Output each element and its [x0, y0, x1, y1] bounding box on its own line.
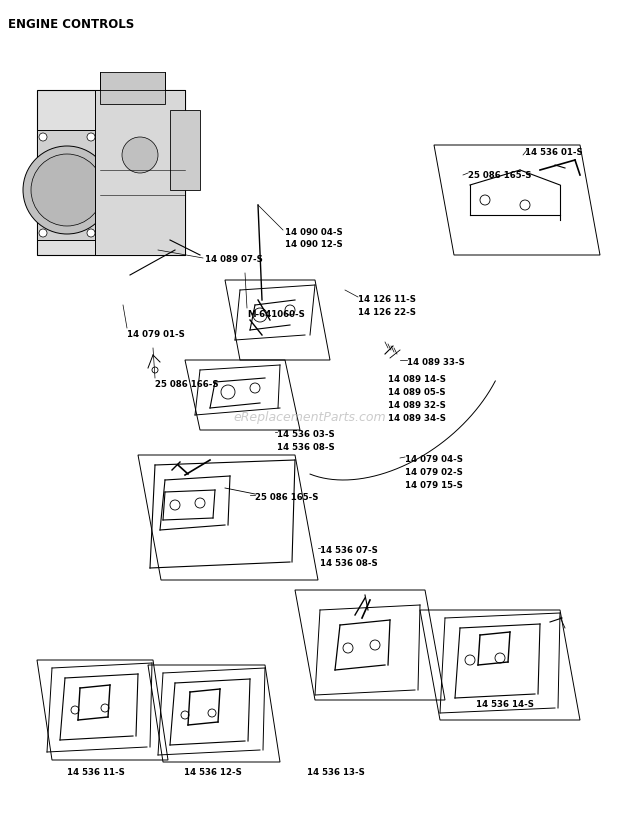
Circle shape [87, 229, 95, 237]
Text: 14 536 08-S: 14 536 08-S [277, 443, 335, 452]
Circle shape [23, 146, 111, 234]
Circle shape [31, 154, 103, 226]
Text: 14 079 02-S: 14 079 02-S [405, 468, 463, 477]
Text: 14 090 04-S: 14 090 04-S [285, 228, 343, 237]
Text: 14 536 03-S: 14 536 03-S [277, 430, 335, 439]
Text: M-641060-S: M-641060-S [247, 310, 305, 319]
Text: 14 536 12-S: 14 536 12-S [184, 768, 242, 777]
Text: 14 536 11-S: 14 536 11-S [67, 768, 125, 777]
Polygon shape [37, 90, 185, 255]
Text: 14 089 33-S: 14 089 33-S [407, 358, 465, 367]
Text: 14 536 13-S: 14 536 13-S [307, 768, 365, 777]
Text: 14 079 01-S: 14 079 01-S [127, 330, 185, 339]
Text: 25 086 165-S: 25 086 165-S [468, 171, 531, 180]
Circle shape [87, 133, 95, 141]
Text: 14 089 07-S: 14 089 07-S [205, 255, 263, 264]
Text: 14 089 05-S: 14 089 05-S [388, 388, 446, 397]
Text: 14 090 12-S: 14 090 12-S [285, 240, 343, 249]
Circle shape [39, 229, 47, 237]
Text: 14 079 15-S: 14 079 15-S [405, 481, 463, 490]
Text: 14 079 04-S: 14 079 04-S [405, 455, 463, 464]
Text: 14 536 07-S: 14 536 07-S [320, 546, 378, 555]
Text: 14 126 22-S: 14 126 22-S [358, 308, 416, 317]
Bar [170, 110, 200, 190]
Bar [100, 72, 165, 104]
Text: 25 086 166-S: 25 086 166-S [155, 380, 219, 389]
Text: 14 089 14-S: 14 089 14-S [388, 375, 446, 384]
Bar [95, 90, 185, 255]
Circle shape [39, 133, 47, 141]
Text: 14 536 14-S: 14 536 14-S [476, 700, 534, 709]
Text: ENGINE CONTROLS: ENGINE CONTROLS [8, 18, 135, 31]
Text: 14 536 08-S: 14 536 08-S [320, 559, 378, 568]
Text: eReplacementParts.com: eReplacementParts.com [234, 411, 386, 424]
Text: 14 089 34-S: 14 089 34-S [388, 414, 446, 423]
Text: 25 086 165-S: 25 086 165-S [255, 493, 319, 502]
Bar [37, 130, 97, 240]
Circle shape [122, 137, 158, 173]
Text: 14 089 32-S: 14 089 32-S [388, 401, 446, 410]
Text: 14 126 11-S: 14 126 11-S [358, 295, 416, 304]
Text: 14 536 01-S: 14 536 01-S [525, 148, 583, 157]
